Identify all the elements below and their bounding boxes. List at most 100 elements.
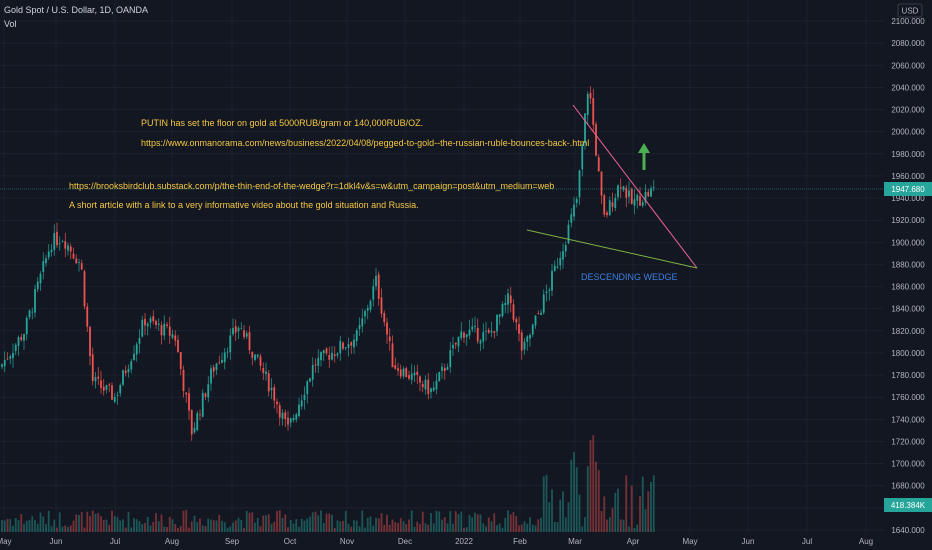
volume-bar [218,514,221,532]
price-axis[interactable]: 1640.0001660.0001680.0001700.0001720.000… [891,17,925,535]
volume-bar [628,526,630,532]
candle-body [265,371,267,374]
volume-bar [595,461,597,532]
candle-body [138,338,141,344]
volume-bar [421,511,424,532]
volume-bar [102,520,105,532]
candle-body [67,245,69,251]
candle-body [652,186,655,188]
volume-bar [545,474,548,532]
volume-bar [498,523,501,532]
volume-bar [25,520,28,532]
volume-bar [14,518,17,532]
volume-bar [80,512,83,532]
annotation-descending-wedge[interactable]: DESCENDING WEDGE [581,272,678,282]
volume-bar [353,520,355,532]
candle-body [100,380,102,388]
volume-bar [155,513,157,532]
candle-body [628,190,630,197]
volume-bar [419,523,421,532]
volume-bar [424,523,427,532]
volume-bar [529,517,531,532]
candle-body [586,94,589,116]
candle-body [427,379,430,395]
volume-bar [281,517,284,532]
candle-body [171,334,174,338]
volume-bar [127,511,130,532]
candle-body [240,328,243,330]
wedge-lower-trendline[interactable] [526,229,698,269]
volume-bar [430,513,432,532]
candle-body [339,340,342,354]
volume-bar [443,517,446,532]
volume-bar [111,510,113,532]
candle-body [520,332,523,351]
candle-body [281,412,284,419]
volume-bar [221,520,223,532]
volume-bar [350,526,353,532]
candle-body [611,202,614,207]
candle-body [606,212,608,216]
volume-bar [369,516,372,532]
volume-bar [578,494,581,532]
candle-body [3,360,6,367]
candle-body [89,327,91,357]
candle-body [468,329,471,336]
candle-body [630,189,633,204]
volume-bar [391,519,394,532]
volume-bar [592,435,595,532]
symbol-legend[interactable]: Gold Spot / U.S. Dollar, 1D, OANDA [4,5,148,15]
candle-body [135,344,138,355]
volume-bar [575,467,578,532]
candle-body [328,355,331,360]
candle-body [614,197,617,208]
volume-bar [537,519,540,532]
volume-bar [633,527,636,532]
y-tick-label: 1680.000 [891,482,925,491]
candle-body [289,418,292,423]
candle-body [28,310,31,318]
candle-body [443,367,446,372]
volume-bar [78,515,80,532]
annotation-putin-floor[interactable]: PUTIN has set the floor on gold at 5000R… [141,118,423,128]
candle-body [644,191,647,203]
volume-bar [490,521,493,532]
currency-button[interactable] [897,3,923,18]
x-tick-label: Feb [513,537,527,546]
up-arrow-icon[interactable] [638,143,650,170]
time-axis[interactable]: May Jun Jul Aug Sep Oct Nov Dec 2022 Feb Mar Apr May… [0,537,873,546]
candle-body [449,350,452,368]
volume-bar [91,510,94,532]
annotation-substack-link[interactable]: https://brooksbirdclub.substack.com/p/th… [69,181,554,191]
candle-body [342,342,344,349]
y-tick-label: 1960.000 [891,172,925,181]
volume-legend[interactable]: Vol [4,19,17,29]
y-tick-label: 1940.000 [891,194,925,203]
volume-bar [113,516,116,532]
x-tick-label: Nov [340,537,354,546]
volume-bar [452,523,454,532]
candle-body [424,379,427,390]
volume-bar [75,514,78,532]
x-tick-label: May [682,537,697,546]
annotation-article-note[interactable]: A short article with a link to a very in… [69,200,419,210]
volume-bar [179,526,182,532]
candle-body [534,315,537,326]
candle-body [380,297,383,314]
candle-body [237,327,240,332]
y-tick-label: 1920.000 [891,216,925,225]
volume-bar [177,527,179,532]
volume-bar [597,470,600,532]
candle-body [113,396,116,402]
x-tick-label: Jun [742,537,755,546]
candle-body [410,373,413,380]
annotation-onmanorama-link[interactable]: https://www.onmanorama.com/news/business… [141,138,589,148]
volume-bar [69,525,72,532]
candle-body [518,324,520,334]
wedge-upper-trendline[interactable] [572,104,698,269]
volume-bar [215,520,218,532]
candle-body [474,325,476,327]
volume-bar [347,524,350,532]
